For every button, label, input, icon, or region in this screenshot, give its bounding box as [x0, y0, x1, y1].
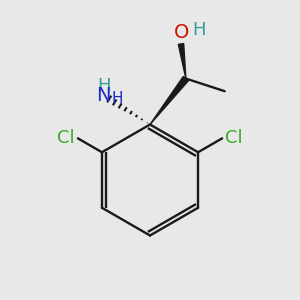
Text: H: H	[112, 91, 123, 106]
Polygon shape	[178, 44, 186, 79]
Text: N: N	[96, 86, 111, 105]
Text: O: O	[174, 22, 190, 42]
Text: Cl: Cl	[225, 129, 243, 147]
Text: H: H	[192, 21, 205, 39]
Text: Cl: Cl	[57, 129, 75, 147]
Text: H: H	[97, 77, 110, 95]
Polygon shape	[150, 76, 188, 124]
